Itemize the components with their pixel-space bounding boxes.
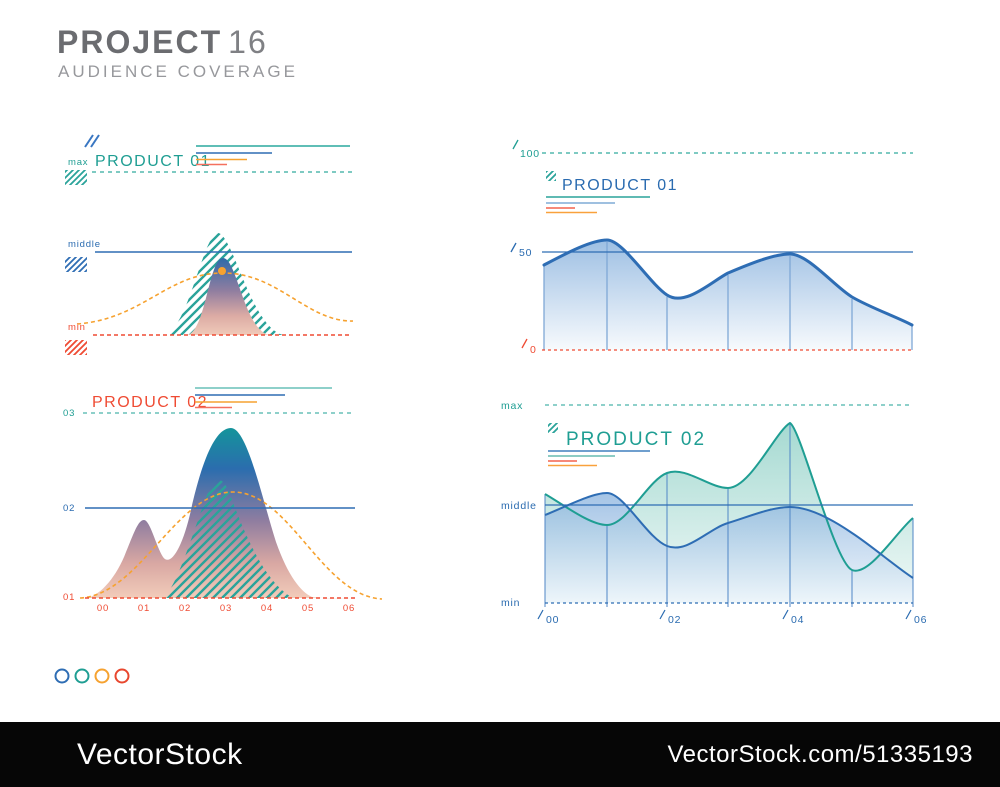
series-gradient-bell — [188, 258, 269, 335]
dot-orange — [94, 668, 110, 684]
decorative-lines — [195, 387, 332, 409]
x-axis-labels: 00 02 04 06 — [537, 609, 927, 626]
x-label: 03 — [220, 603, 232, 614]
gridlines — [544, 423, 914, 607]
middle-hatch-swatch — [65, 257, 87, 272]
title-main: PROJECT — [57, 24, 223, 60]
y-label-max: max — [68, 157, 88, 168]
series-blue-fill — [545, 493, 913, 603]
dot-blue — [54, 668, 70, 684]
y-label-middle: middle — [501, 500, 537, 512]
peak-marker-dot — [218, 267, 226, 275]
y-label-50: 50 — [519, 247, 532, 259]
x-label: 01 — [138, 603, 150, 614]
tick-slash — [512, 139, 519, 150]
y-label-03: 03 — [63, 408, 75, 419]
chart-title: PRODUCT 02 — [92, 394, 208, 411]
watermark-brand: VectorStock — [77, 737, 243, 771]
hatch-square-icon — [548, 423, 558, 433]
decorative-lines — [546, 196, 650, 214]
chart-bottom-left: PRODUCT 02 03 02 01 00 01 02 03 04 05 06 — [63, 387, 383, 614]
y-label-01: 01 — [63, 592, 75, 603]
x-label: 04 — [261, 603, 273, 614]
x-label: 00 — [97, 603, 109, 614]
series-teal-line — [544, 421, 914, 572]
decorative-lines — [196, 145, 350, 166]
page-title: PROJECT 16 — [57, 24, 268, 61]
chart-top-left: PRODUCT 01 max middle min — [65, 134, 354, 355]
page-subtitle: AUDIENCE COVERAGE — [58, 62, 298, 81]
min-hatch-swatch — [65, 340, 87, 355]
chart-title: PRODUCT 01 — [95, 153, 211, 170]
series-line — [542, 238, 914, 327]
pagination-dots — [54, 668, 130, 684]
y-label-100: 100 — [520, 148, 540, 160]
double-slash-icon — [84, 134, 100, 148]
chart-title: PRODUCT 02 — [566, 429, 706, 450]
series-hatched-bell — [162, 479, 293, 598]
chart-top-right: PRODUCT 01 100 50 0 — [510, 139, 914, 356]
tick-slash — [659, 609, 666, 620]
dot-red — [114, 668, 130, 684]
x-label: 00 — [546, 614, 559, 626]
watermark-url: VectorStock.com/51335193 — [667, 740, 973, 768]
series-gaussian-dashed — [79, 491, 383, 600]
dot-teal — [74, 668, 90, 684]
x-label: 02 — [668, 614, 681, 626]
hatch-square-icon — [546, 171, 556, 181]
y-label-0: 0 — [530, 344, 537, 356]
tick-slash — [782, 609, 789, 620]
y-label-02: 02 — [63, 503, 75, 514]
watermark-bar: VectorStock VectorStock.com/51335193 — [0, 722, 1000, 787]
x-label: 05 — [302, 603, 314, 614]
chart-title: PRODUCT 01 — [562, 177, 678, 194]
x-label: 02 — [179, 603, 191, 614]
tick-slash — [537, 609, 544, 620]
droplines — [543, 242, 913, 350]
y-label-max: max — [501, 400, 523, 412]
y-label-min: min — [501, 597, 520, 609]
x-axis-labels: 00 01 02 03 04 05 06 — [97, 603, 355, 614]
y-label-min: min — [68, 322, 86, 333]
max-hatch-swatch — [65, 170, 87, 185]
series-blue-line — [544, 491, 914, 579]
y-label-middle: middle — [68, 239, 101, 250]
tick-slash — [510, 242, 517, 253]
chart-bottom-right: PRODUCT 02 max middle min 00 02 04 06 — [501, 400, 927, 626]
x-label: 06 — [343, 603, 355, 614]
title-number: 16 — [228, 24, 268, 60]
tick-slash — [521, 338, 528, 349]
tick-slash — [905, 609, 912, 620]
x-label: 06 — [914, 614, 927, 626]
decorative-lines — [548, 450, 650, 467]
x-label: 04 — [791, 614, 804, 626]
